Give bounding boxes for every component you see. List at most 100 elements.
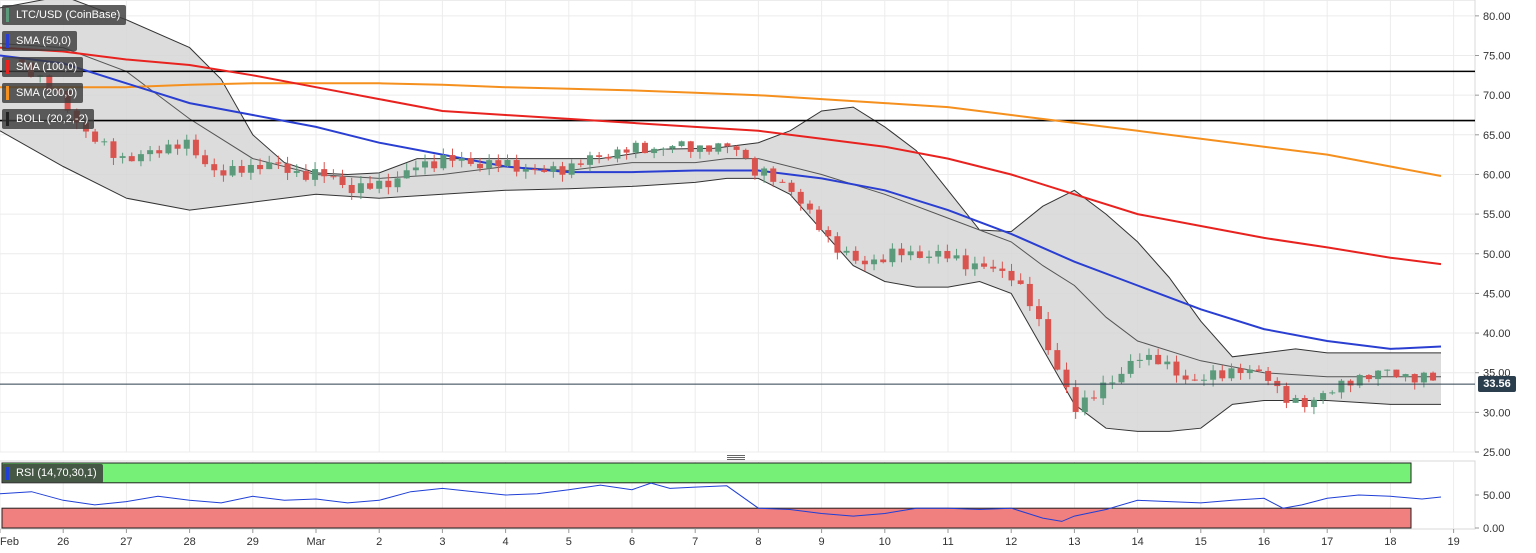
rsi-oversold-zone [1,507,1412,529]
candle-body [907,251,914,256]
boll-legend[interactable]: BOLL (20,2,-2) [2,109,95,129]
candle-body [1155,354,1162,365]
candle-body [669,146,676,149]
candle-body [1081,397,1088,412]
candle-body [1292,398,1299,403]
pane-resize-handle[interactable] [727,454,745,460]
candle-body [1054,350,1061,370]
candle-body [266,162,273,170]
sma50-swatch [6,34,9,48]
candle-body [394,178,401,188]
candle-body [504,160,511,167]
candle-body [678,141,685,147]
candle-body [46,75,53,91]
rsi-y-tick-label: 50.00 [1483,490,1511,502]
candle-body [174,144,181,149]
candle-body [999,268,1006,271]
candle-body [202,155,209,165]
y-tick-label: 50.00 [1483,249,1511,261]
candle-body [531,169,538,171]
sma200-line [0,82,1442,177]
sma100-swatch [6,60,9,74]
candle-body [1164,361,1171,365]
candle-body [1026,283,1033,307]
candle-body [1008,270,1015,281]
x-tick-label: 2 [376,536,382,548]
rsi-legend[interactable]: RSI (14,70,30,1) [2,464,103,483]
candle-body [742,149,749,159]
candle-body [1375,370,1382,380]
rsi-overbought-zone [1,462,1412,484]
candle-body [330,176,337,178]
sma50-label: SMA (50,0) [16,35,72,47]
candle-body [1365,375,1372,380]
candle-body [559,166,566,175]
candle-body [376,180,383,189]
bollinger-band-fill [0,0,1441,432]
candle-body [275,162,282,164]
candle-body [825,230,832,237]
candle-body [687,141,694,152]
candle-body [92,131,99,142]
candle-body [541,169,548,172]
bollinger-upper-line [0,0,1441,358]
x-tick-label: 8 [755,536,761,548]
candle-body [367,183,374,189]
x-tick-label: 11 [942,536,953,548]
sma100-line [0,46,1442,266]
rsi-line [0,482,1442,522]
candle-body [238,166,245,173]
x-tick-label: 15 [1195,536,1207,548]
candle-body [183,139,190,149]
candle-body [1274,380,1281,387]
x-tick-label: 26 [57,536,69,548]
candle-body [852,250,859,261]
rsi-label: RSI (14,70,30,1) [16,467,97,479]
candle-body [192,139,199,156]
candle-body [1063,369,1070,388]
candle-body [596,155,603,157]
sma200-legend[interactable]: SMA (200,0) [2,83,84,103]
bollinger-middle-line [0,43,1441,378]
sma50-legend[interactable]: SMA (50,0) [2,31,78,51]
y-tick-label: 65.00 [1483,130,1511,142]
current-price-tag: 33.56 [1478,376,1516,392]
candle-body [467,158,474,164]
candle-body [953,255,960,259]
candle-body [724,143,731,147]
y-tick-label: 45.00 [1483,288,1511,300]
candle-body [1045,319,1052,351]
candle-body [1036,306,1043,320]
candle-body [477,163,484,169]
y-tick-label: 70.00 [1483,90,1511,102]
x-tick-label: 7 [692,536,698,548]
candle-body [715,143,722,152]
candle-body [1430,372,1437,381]
x-tick-label: 6 [629,536,635,548]
candle-body [486,160,493,169]
candle-body [1384,369,1391,371]
x-tick-label: 12 [1005,536,1017,548]
candle-body [797,191,804,204]
x-tick-label: Feb [0,536,19,548]
candle-body [916,251,923,258]
sma100-legend[interactable]: SMA (100,0) [2,57,84,77]
candle-body [110,141,117,158]
candle-body [440,155,447,169]
candle-body [128,156,135,162]
x-tick-label: 16 [1258,536,1270,548]
candle-body [1100,382,1107,399]
candle-body [1402,374,1409,377]
candle-body [1090,397,1097,399]
candle-body [357,183,364,194]
candle-body [1356,375,1363,386]
y-tick-label: 25.00 [1483,447,1511,459]
candle-body [880,259,887,263]
candle-body [696,145,703,152]
x-tick-label: 14 [1131,536,1143,548]
symbol-legend[interactable]: LTC/USD (CoinBase) [2,5,127,25]
candle-body [247,164,254,173]
candle-body [495,160,502,167]
candle-body [733,146,740,150]
